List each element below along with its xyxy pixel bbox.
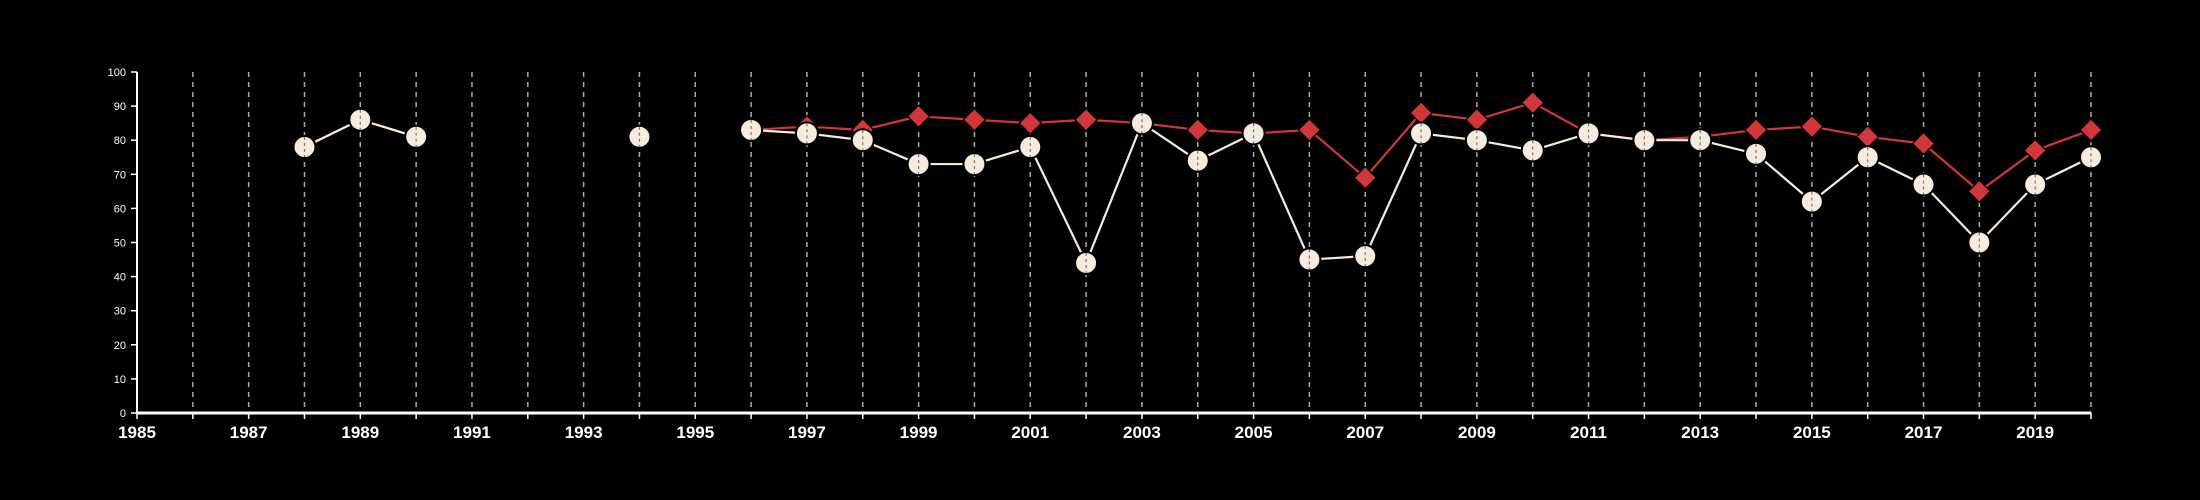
circle-point [739,117,764,142]
circle-point [1799,189,1824,214]
x-tick-label: 1997 [788,423,826,442]
diamond-point [1297,118,1322,142]
diamond-point [2023,138,2048,163]
circle-point [1241,121,1266,146]
diamond-point [1744,118,1768,142]
circle-point [794,121,819,146]
y-tick-label: 60 [114,203,126,215]
y-tick-label: 30 [114,306,126,318]
circle-point [404,124,429,149]
series-circle [292,107,2103,275]
x-tick-label: 1993 [565,423,603,442]
x-tick-label: 1987 [230,423,268,442]
x-tick-label: 2009 [1458,423,1496,442]
diamond-point [1074,107,1098,132]
x-tick-label: 2019 [2016,423,2054,442]
diamond-point [1465,107,1489,132]
circle-point [1744,141,1769,166]
diamond-point [1855,124,1880,149]
circle-point [627,124,652,149]
x-tick-label: 1985 [118,423,156,442]
vertical-grid [192,72,2092,413]
circle-point [1185,148,1210,173]
y-tick-label: 80 [114,135,126,147]
x-tick-label: 1989 [341,423,379,442]
circle-point [1018,135,1043,160]
diamond-point [1520,90,1545,115]
x-tick-label: 2013 [1681,423,1719,442]
axes: 0 10 20 30 40 50 60 70 80 90 100 1985 1987 1989 1991 19… [108,67,2092,442]
diamond-point [2079,118,2103,142]
circle-point [1576,121,1601,146]
circle-point [1520,138,1545,163]
circle-point [348,107,373,132]
x-tick-label: 1991 [453,423,491,442]
circle-point [1409,121,1434,146]
diamond-point [962,107,987,132]
y-tick-label: 100 [108,67,126,79]
circle-point [292,135,317,160]
y-tick-label: 50 [114,238,126,250]
x-tick-label: 2015 [1793,423,1831,442]
y-tick-label: 0 [120,408,126,420]
circle-point [1688,128,1713,153]
diamond-point [1353,165,1378,190]
x-tick-label: 2017 [1905,423,1943,442]
circle-point [1129,111,1154,136]
y-tick-label: 90 [114,101,126,113]
y-tick-label: 70 [114,169,126,181]
circle-point [850,128,875,153]
diamond-point [1800,114,1824,139]
circle-point [1911,172,1936,197]
circle-point [2079,145,2103,170]
x-tick-label: 2007 [1346,423,1384,442]
circle-point [2023,172,2048,197]
diamond-point [1967,179,1992,204]
y-tick-label: 40 [114,272,126,284]
circle-point [1967,230,1992,255]
x-tick-label: 2003 [1123,423,1161,442]
y-tick-label: 10 [114,374,126,386]
diamond-point [1185,118,1210,142]
diamond-point [906,104,931,129]
series-layer [292,90,2103,275]
circle-point [1297,247,1322,272]
circle-point [1855,145,1880,170]
circle-point [1353,244,1378,269]
x-tick-label: 1999 [900,423,938,442]
circle-point [1464,128,1489,153]
circle-point [906,152,931,177]
x-tick-label: 2001 [1011,423,1049,442]
circle-point [1632,128,1657,153]
x-tick-label: 1995 [676,423,714,442]
circle-point [962,152,987,177]
y-tick-label: 20 [114,340,126,352]
circle-point [1074,250,1099,275]
x-tick-label: 2005 [1235,423,1273,442]
x-tick-label: 2011 [1570,423,1607,442]
diamond-point [1911,131,1936,156]
diamond-point [1018,111,1043,135]
